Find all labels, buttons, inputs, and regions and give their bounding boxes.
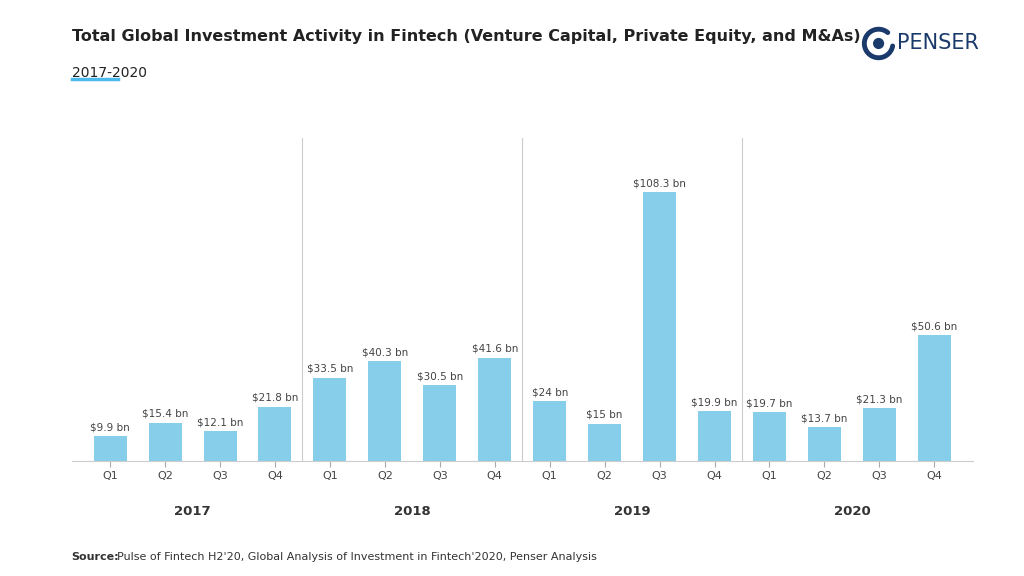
Text: $19.7 bn: $19.7 bn [746, 398, 793, 408]
Text: $19.9 bn: $19.9 bn [691, 397, 737, 408]
Bar [148, 423, 181, 461]
Text: 2019: 2019 [613, 506, 650, 518]
Text: $24 bn: $24 bn [531, 388, 568, 397]
Text: $12.1 bn: $12.1 bn [197, 417, 244, 427]
Text: $13.7 bn: $13.7 bn [801, 413, 848, 423]
Bar [698, 411, 731, 461]
Bar [478, 358, 511, 461]
Text: $33.5 bn: $33.5 bn [307, 364, 353, 374]
Text: PENSER: PENSER [897, 33, 979, 53]
Bar [258, 407, 292, 461]
Text: 2017-2020: 2017-2020 [72, 66, 146, 80]
Text: $30.5 bn: $30.5 bn [417, 372, 463, 381]
Bar [808, 427, 841, 461]
Text: 2017: 2017 [174, 506, 211, 518]
Bar [643, 192, 676, 461]
Text: $41.6 bn: $41.6 bn [472, 344, 518, 354]
Text: $21.8 bn: $21.8 bn [252, 393, 298, 403]
Bar [588, 423, 622, 461]
Text: Total Global Investment Activity in Fintech (Venture Capital, Private Equity, an: Total Global Investment Activity in Fint… [72, 29, 860, 44]
Bar [204, 431, 237, 461]
Bar [534, 401, 566, 461]
Bar [423, 385, 457, 461]
Bar [369, 361, 401, 461]
Bar [753, 412, 786, 461]
Text: $40.3 bn: $40.3 bn [361, 347, 408, 357]
Circle shape [873, 39, 884, 48]
Text: $15 bn: $15 bn [587, 410, 623, 420]
Text: $15.4 bn: $15.4 bn [142, 409, 188, 419]
Text: $21.3 bn: $21.3 bn [856, 394, 902, 404]
Text: 2020: 2020 [834, 506, 870, 518]
Text: $108.3 bn: $108.3 bn [633, 179, 686, 188]
Bar [918, 335, 951, 461]
Text: Source:: Source: [72, 552, 120, 562]
Bar [313, 378, 346, 461]
Bar [93, 436, 127, 461]
Text: 2018: 2018 [394, 506, 431, 518]
Bar [863, 408, 896, 461]
Text: Pulse of Fintech H2'20, Global Analysis of Investment in Fintech'2020, Penser An: Pulse of Fintech H2'20, Global Analysis … [110, 552, 596, 562]
Text: $50.6 bn: $50.6 bn [911, 321, 957, 332]
Text: $9.9 bn: $9.9 bn [90, 423, 130, 433]
